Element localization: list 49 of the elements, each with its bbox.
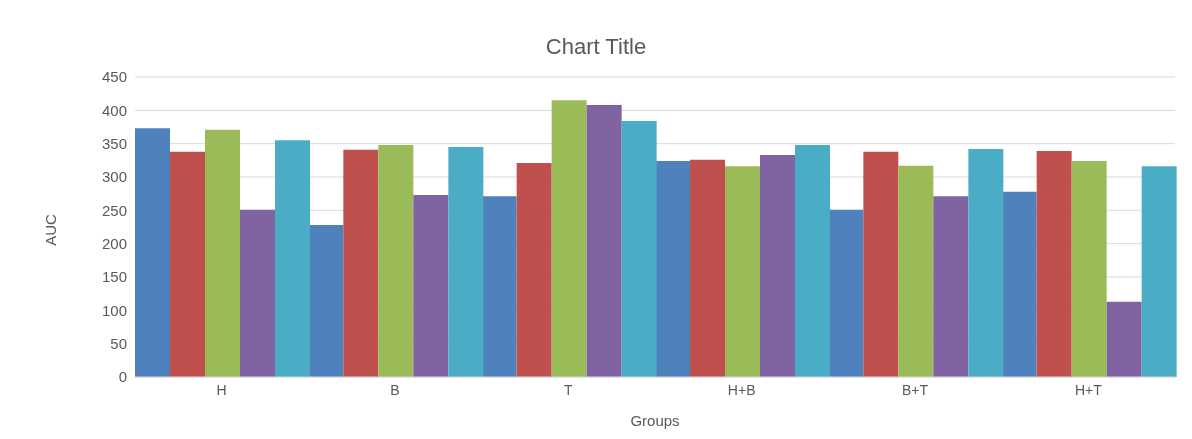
- y-tick-label: 400: [101, 101, 127, 119]
- bar: [135, 128, 170, 377]
- bar: [655, 161, 690, 377]
- x-tick-label: B: [390, 381, 400, 398]
- bar: [205, 129, 240, 377]
- bar: [621, 121, 657, 377]
- y-tick-label: 50: [110, 334, 127, 352]
- y-tick-label: 300: [101, 168, 127, 186]
- bar: [586, 105, 622, 377]
- bar: [898, 165, 934, 377]
- bar: [690, 159, 725, 377]
- y-tick-label: 0: [118, 368, 127, 386]
- bar: [448, 147, 484, 377]
- bar: [863, 151, 899, 377]
- bar: [1071, 161, 1107, 377]
- bar: [828, 209, 864, 377]
- bar: [240, 209, 275, 377]
- bar: [551, 100, 587, 377]
- bar: [760, 155, 795, 377]
- bar: [1036, 151, 1072, 377]
- y-tick-label: 250: [101, 201, 127, 219]
- chart-title: Chart Title: [544, 34, 648, 60]
- x-tick-label: H+T: [1074, 381, 1103, 398]
- bar: [343, 149, 379, 377]
- y-tick-label: 350: [101, 134, 127, 152]
- y-tick-label: 150: [101, 268, 127, 286]
- bar: [516, 163, 552, 377]
- bar: [275, 140, 310, 377]
- bar: [413, 195, 449, 377]
- bar: [1141, 166, 1177, 377]
- bar: [378, 145, 414, 377]
- y-tick-label: 450: [101, 68, 127, 86]
- x-tick-label: H: [216, 381, 227, 398]
- y-axis-title: AUC: [41, 214, 59, 246]
- bar: [1106, 301, 1142, 377]
- bar: [481, 196, 517, 377]
- y-tick-label: 200: [101, 234, 127, 252]
- bar: [968, 149, 1004, 377]
- x-tick-label: B+T: [901, 381, 929, 398]
- bar: [933, 196, 969, 377]
- bar: [795, 145, 830, 377]
- bar: [725, 166, 760, 377]
- y-tick-label: 100: [101, 301, 127, 319]
- bar: [1001, 191, 1037, 377]
- bar: [170, 151, 205, 377]
- x-axis-title: Groups: [629, 412, 681, 429]
- bar: [308, 225, 344, 377]
- x-tick-label: T: [564, 381, 574, 398]
- x-tick-label: H+B: [727, 381, 756, 398]
